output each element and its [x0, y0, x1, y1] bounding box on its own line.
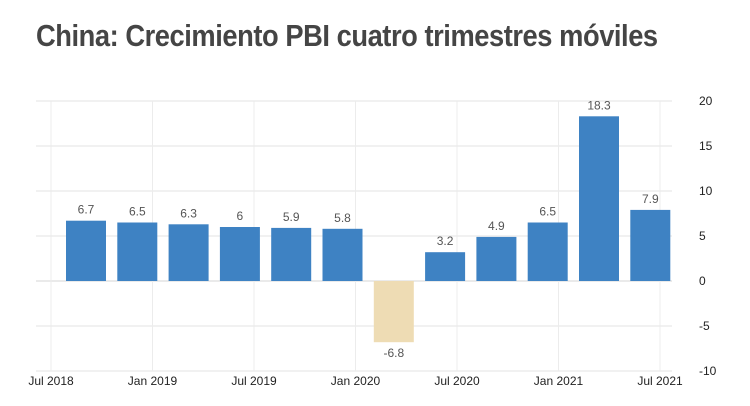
bar-value-label: -6.8 [383, 346, 404, 360]
bar [373, 281, 414, 343]
bar-value-label: 18.3 [587, 98, 611, 112]
y-tick-label: 10 [699, 184, 713, 198]
bar-value-label: 6.5 [539, 205, 556, 219]
bar [117, 222, 158, 281]
bar-value-label: 5.8 [334, 211, 351, 225]
bar-value-label: 4.9 [488, 219, 505, 233]
bar [322, 228, 363, 281]
x-tick-label: Jul 2021 [637, 374, 683, 388]
bar-value-label: 6.5 [129, 205, 146, 219]
y-tick-label: 0 [699, 274, 706, 288]
x-tick-label: Jan 2019 [128, 374, 178, 388]
y-tick-label: 5 [699, 229, 706, 243]
bar-value-label: 5.9 [283, 210, 300, 224]
bar-value-label: 3.2 [437, 234, 454, 248]
y-tick-label: 15 [699, 139, 713, 153]
x-tick-label: Jan 2021 [534, 374, 584, 388]
y-tick-label: -10 [699, 364, 717, 378]
bar-value-label: 6 [237, 209, 244, 223]
bar [66, 220, 106, 281]
bar-value-label: 6.7 [78, 203, 95, 217]
bar [271, 227, 312, 281]
x-tick-label: Jul 2019 [231, 374, 277, 388]
chart-title: China: Crecimiento PBI cuatro trimestres… [36, 18, 658, 53]
bar [425, 252, 466, 281]
bar [476, 236, 517, 281]
bar [579, 116, 619, 281]
y-tick-label: -5 [699, 319, 710, 333]
x-tick-label: Jul 2020 [434, 374, 480, 388]
bar [630, 209, 671, 281]
bar-value-label: 7.9 [642, 192, 659, 206]
bar [219, 227, 260, 281]
y-tick-label: 20 [699, 94, 713, 108]
bar [168, 224, 209, 281]
bar-value-label: 6.3 [180, 206, 197, 220]
x-tick-label: Jan 2020 [331, 374, 381, 388]
x-tick-label: Jul 2018 [28, 374, 74, 388]
bar [527, 222, 568, 281]
